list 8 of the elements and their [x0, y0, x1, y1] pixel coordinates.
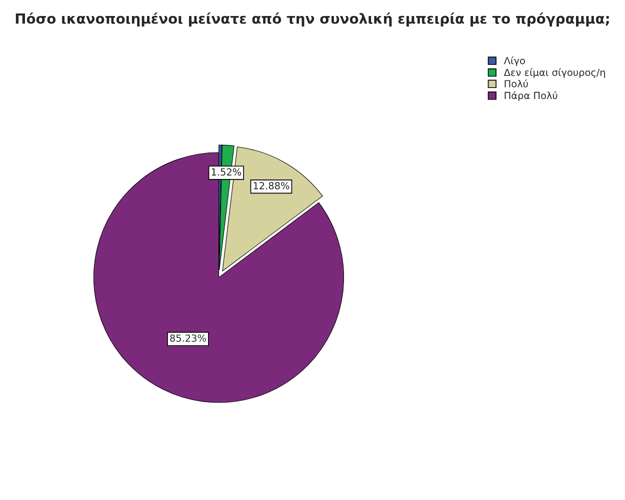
data-label: 1.52%	[212, 168, 242, 176]
data-label: 12.88%	[254, 182, 290, 190]
legend-label: Πάρα Πολύ	[504, 91, 558, 102]
legend-label: Λίγο	[504, 56, 525, 66]
chart-title: Πόσο ικανοποιημένοι μείνατε από την συνολική εμπειρία με το πρόγραμμα;	[16, 12, 609, 27]
legend-label: Πολύ	[504, 80, 528, 88]
legend-label: Δεν είμαι σίγουρος/η	[504, 68, 605, 78]
data-label: 85.23%	[170, 334, 206, 342]
